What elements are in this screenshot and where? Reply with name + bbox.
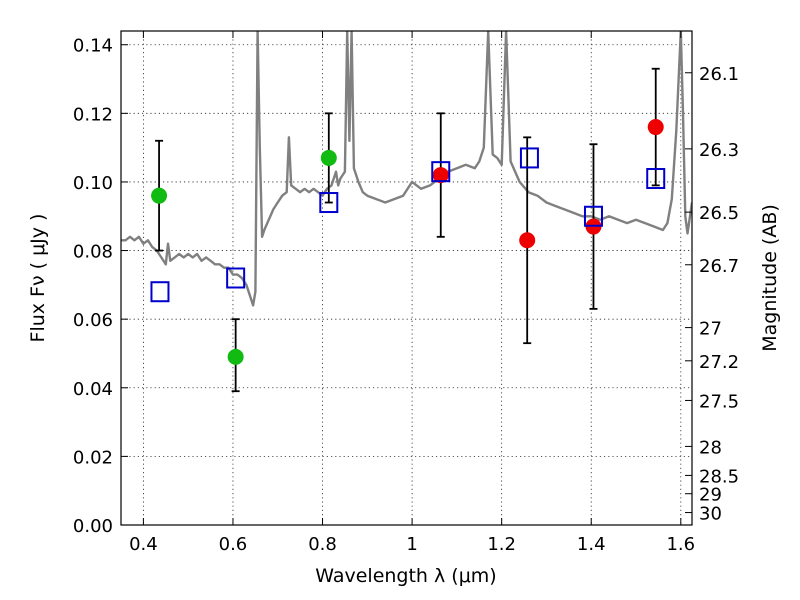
right-tick-label: 29 — [699, 485, 722, 506]
model-spectrum-line — [121, 31, 692, 307]
data-point — [519, 232, 536, 249]
data-markers — [150, 119, 666, 365]
x-tick-label: 1 — [406, 534, 417, 555]
y-tick-label: 0.00 — [73, 516, 113, 537]
error-bars — [155, 67, 660, 393]
y-tick-label: 0.12 — [73, 104, 113, 125]
right-tick-label: 30 — [699, 504, 722, 525]
right-axis-label: Magnitude (AB) — [759, 204, 781, 352]
y-tick-label: 0.08 — [73, 242, 113, 263]
model-point-square — [646, 168, 666, 190]
x-tick-label: 1.2 — [487, 534, 516, 555]
data-point — [320, 149, 337, 166]
model-point-square — [583, 205, 603, 227]
right-tick-label: 26.7 — [699, 256, 739, 277]
right-tick-label: 28.5 — [699, 466, 739, 487]
y-tick-label: 0.02 — [73, 447, 113, 468]
x-tick-label: 0.8 — [308, 534, 337, 555]
grid-lines — [121, 31, 692, 526]
right-tick-label: 26.5 — [699, 203, 739, 224]
x-tick-label: 0.6 — [219, 534, 248, 555]
plot-area — [121, 31, 692, 307]
right-tick-label: 26.3 — [699, 140, 739, 161]
plot-frame — [120, 30, 693, 526]
model-point-square — [150, 281, 170, 303]
right-tick-label: 28 — [699, 437, 722, 458]
y-axis-ticks: 0.00 0.02 0.04 0.06 0.08 0.10 0.12 0.14 — [73, 36, 128, 537]
data-point — [227, 348, 244, 365]
right-tick-label: 27 — [699, 319, 722, 340]
x-axis-ticks: 0.4 0.6 0.8 1 1.2 1.4 1.6 — [129, 31, 695, 555]
y-tick-label: 0.04 — [73, 379, 113, 400]
x-axis-label: Wavelength λ (μm) — [315, 565, 496, 587]
y-tick-label: 0.14 — [73, 36, 113, 57]
data-point — [151, 187, 168, 204]
x-tick-label: 1.6 — [666, 534, 695, 555]
model-point-square — [319, 192, 339, 214]
right-tick-label: 27.2 — [699, 352, 739, 373]
right-tick-label: 27.5 — [699, 391, 739, 412]
x-tick-label: 0.4 — [129, 534, 158, 555]
model-point-square — [226, 267, 246, 289]
model-point-square — [519, 147, 539, 169]
model-point-square — [431, 161, 451, 183]
data-point — [647, 119, 664, 136]
y-tick-label: 0.10 — [73, 173, 113, 194]
y-tick-label: 0.06 — [73, 310, 113, 331]
x-tick-label: 1.4 — [577, 534, 606, 555]
y-axis-label: Flux Fν ( μJy ) — [27, 214, 49, 343]
right-tick-label: 26.1 — [699, 64, 739, 85]
